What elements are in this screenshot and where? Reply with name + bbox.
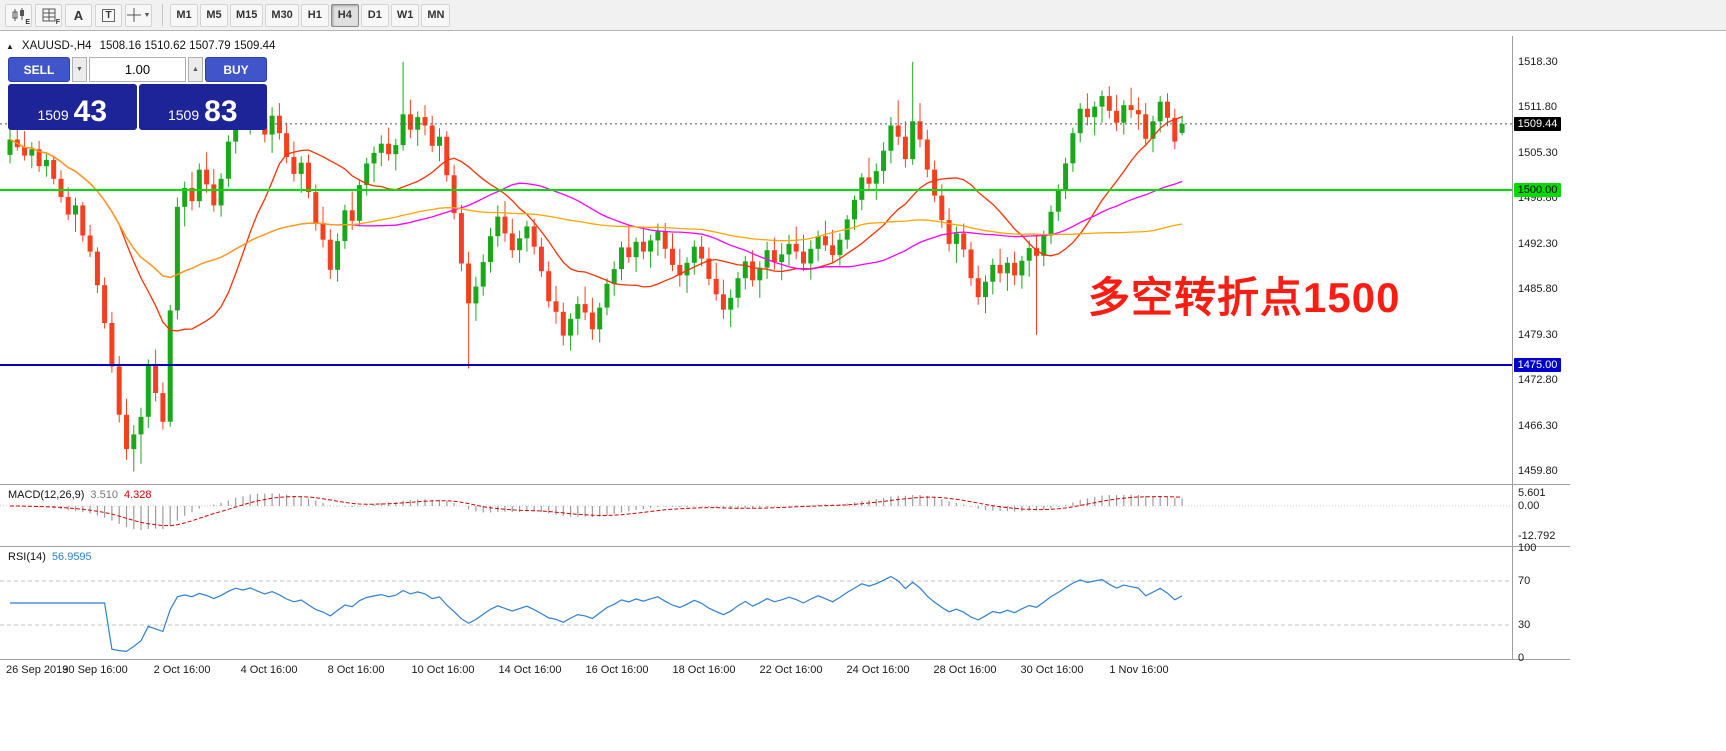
charts-toolbar-button[interactable]: E (5, 3, 32, 27)
volume-increase-button[interactable]: ▲ (188, 57, 203, 82)
panel-resize-handle[interactable] (0, 546, 1570, 547)
timeframe-button-h1[interactable]: H1 (300, 3, 329, 27)
toolbar: E F A T ▼ M1 M5 M15 M30 H1 H4 D1 W1 MN (0, 0, 1726, 31)
panel-resize-handle[interactable] (0, 484, 1570, 485)
timeframe-button-m15[interactable]: M15 (230, 3, 264, 27)
macd-main-value: 3.510 (90, 489, 118, 501)
timeframe-group: M1 M5 M15 M30 H1 H4 D1 W1 MN (170, 3, 452, 27)
bid-price-main: 1509 (37, 107, 69, 123)
price-axis-separator (1512, 36, 1513, 659)
macd-signal-value: 4.328 (123, 489, 152, 501)
buy-button[interactable]: BUY (205, 57, 267, 82)
timeframe-button-h4[interactable]: H4 (330, 3, 359, 27)
sell-button[interactable]: SELL (8, 57, 70, 82)
chevron-down-icon: ▼ (143, 11, 151, 19)
buy-price-display[interactable]: 1509 83 (138, 84, 267, 130)
macd-name: MACD(12,26,9) (8, 489, 85, 501)
symbol-timeframe-label: XAUUSD-,H4 (21, 40, 92, 52)
timeframe-button-w1[interactable]: W1 (390, 3, 420, 27)
chart-header: ▲ XAUUSD-,H4 1508.16 1510.62 1507.79 150… (6, 40, 275, 52)
sell-price-display[interactable]: 1509 43 (8, 84, 137, 130)
timeframe-button-m1[interactable]: M1 (170, 3, 198, 27)
text-label-tool-button[interactable]: T (95, 3, 122, 27)
rsi-value: 56.9595 (51, 551, 92, 563)
one-click-trading-panel: SELL ▼ ▲ BUY 1509 43 1509 83 (8, 57, 267, 130)
grid-toolbar-button[interactable]: F (35, 3, 62, 27)
timeframe-button-m30[interactable]: M30 (265, 3, 299, 27)
badge-e: E (25, 18, 30, 26)
badge-f: F (55, 18, 60, 26)
macd-label: MACD(12,26,9) 3.510 4.328 (8, 489, 151, 501)
rsi-name: RSI(14) (8, 551, 46, 563)
crosshair-tool-button[interactable]: ▼ (125, 3, 152, 27)
trend-annotation[interactable]: 多空转折点1500 (1088, 274, 1401, 321)
grid-icon (42, 8, 55, 22)
ask-price-main: 1509 (167, 107, 200, 123)
time-axis-separator (0, 659, 1570, 660)
timeframe-button-mn[interactable]: MN (421, 3, 451, 27)
candlestick-chart-icon (12, 8, 24, 21)
ask-price-pips: 83 (204, 95, 238, 128)
font-tool-button[interactable]: A (65, 3, 92, 27)
font-tool-icon: A (73, 7, 84, 23)
timeframe-button-d1[interactable]: D1 (360, 3, 389, 27)
volume-input[interactable] (89, 57, 186, 82)
text-label-tool-icon: T (102, 8, 115, 22)
symbol-marker-icon: ▲ (6, 41, 14, 51)
volume-decrease-button[interactable]: ▼ (72, 57, 87, 82)
toolbar-separator (162, 4, 163, 26)
timeframe-button-m5[interactable]: M5 (200, 3, 228, 27)
ohlc-values: 1508.16 1510.62 1507.79 1509.44 (99, 40, 276, 52)
crosshair-tool-icon (126, 8, 141, 22)
bid-price-pips: 43 (73, 95, 108, 128)
rsi-label: RSI(14) 56.9595 (8, 551, 92, 563)
